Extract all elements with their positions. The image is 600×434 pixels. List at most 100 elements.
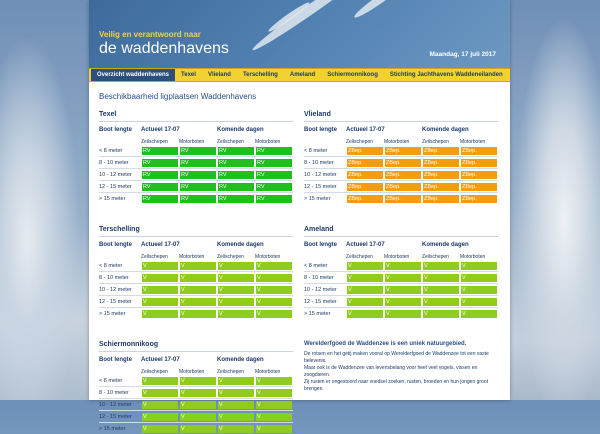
status-cell[interactable]: V bbox=[346, 308, 384, 320]
site-title[interactable]: de waddenhavens bbox=[99, 40, 229, 58]
status-cell[interactable]: V bbox=[255, 296, 293, 308]
status-cell[interactable]: V bbox=[255, 387, 293, 399]
nav-texel[interactable]: Texel bbox=[175, 69, 202, 81]
status-cell[interactable]: V bbox=[217, 411, 255, 423]
status-cell[interactable]: RV bbox=[141, 169, 179, 181]
nav-vlieland[interactable]: Vlieland bbox=[202, 69, 237, 81]
status-cell[interactable]: V bbox=[141, 296, 179, 308]
status-cell[interactable]: ZBep. bbox=[460, 145, 498, 157]
status-cell[interactable]: V bbox=[179, 272, 217, 284]
status-cell[interactable]: V bbox=[384, 308, 422, 320]
status-cell[interactable]: V bbox=[179, 296, 217, 308]
status-cell[interactable]: ZBep. bbox=[422, 193, 460, 205]
status-cell[interactable]: V bbox=[422, 284, 460, 296]
status-cell[interactable]: V bbox=[460, 272, 498, 284]
status-cell[interactable]: ZBep. bbox=[346, 193, 384, 205]
status-cell[interactable]: V bbox=[346, 260, 384, 272]
status-cell[interactable]: RV bbox=[179, 169, 217, 181]
status-cell[interactable]: ZBep. bbox=[460, 181, 498, 193]
status-cell[interactable]: V bbox=[346, 272, 384, 284]
status-cell[interactable]: V bbox=[422, 272, 460, 284]
status-cell[interactable]: V bbox=[141, 284, 179, 296]
status-cell[interactable]: ZBep. bbox=[422, 181, 460, 193]
status-cell[interactable]: V bbox=[422, 296, 460, 308]
status-cell[interactable]: V bbox=[179, 284, 217, 296]
status-cell[interactable]: RV bbox=[141, 181, 179, 193]
status-cell[interactable]: V bbox=[141, 308, 179, 320]
status-cell[interactable]: RV bbox=[255, 157, 293, 169]
status-cell[interactable]: V bbox=[255, 411, 293, 423]
status-cell[interactable]: V bbox=[460, 284, 498, 296]
status-cell[interactable]: V bbox=[384, 296, 422, 308]
status-cell[interactable]: V bbox=[255, 423, 293, 434]
status-cell[interactable]: RV bbox=[141, 145, 179, 157]
status-cell[interactable]: RV bbox=[217, 193, 255, 205]
status-cell[interactable]: V bbox=[346, 296, 384, 308]
status-cell[interactable]: RV bbox=[179, 157, 217, 169]
status-cell[interactable]: V bbox=[460, 308, 498, 320]
status-cell[interactable]: V bbox=[217, 308, 255, 320]
status-cell[interactable]: V bbox=[179, 411, 217, 423]
status-cell[interactable]: V bbox=[141, 399, 179, 411]
status-cell[interactable]: V bbox=[255, 272, 293, 284]
status-cell[interactable]: V bbox=[255, 375, 293, 387]
nav-overzicht[interactable]: Overzicht waddenhavens bbox=[91, 69, 175, 81]
status-cell[interactable]: V bbox=[384, 260, 422, 272]
status-cell[interactable]: ZBep. bbox=[384, 181, 422, 193]
status-cell[interactable]: ZBep. bbox=[346, 169, 384, 181]
nav-stichting[interactable]: Stichting Jachthavens Waddeneilanden bbox=[384, 69, 509, 81]
status-cell[interactable]: ZBep. bbox=[346, 181, 384, 193]
status-cell[interactable]: ZBep. bbox=[460, 193, 498, 205]
status-cell[interactable]: V bbox=[179, 308, 217, 320]
status-cell[interactable]: RV bbox=[217, 181, 255, 193]
status-cell[interactable]: RV bbox=[217, 157, 255, 169]
status-cell[interactable]: V bbox=[255, 284, 293, 296]
status-cell[interactable]: V bbox=[217, 423, 255, 434]
status-cell[interactable]: V bbox=[179, 260, 217, 272]
status-cell[interactable]: ZBep. bbox=[384, 145, 422, 157]
status-cell[interactable]: V bbox=[141, 387, 179, 399]
nav-terschelling[interactable]: Terschelling bbox=[237, 69, 284, 81]
status-cell[interactable]: ZBep. bbox=[384, 157, 422, 169]
status-cell[interactable]: V bbox=[141, 260, 179, 272]
status-cell[interactable]: RV bbox=[141, 193, 179, 205]
status-cell[interactable]: ZBep. bbox=[422, 157, 460, 169]
status-cell[interactable]: V bbox=[217, 387, 255, 399]
status-cell[interactable]: V bbox=[217, 296, 255, 308]
nav-ameland[interactable]: Ameland bbox=[284, 69, 321, 81]
status-cell[interactable]: RV bbox=[179, 193, 217, 205]
status-cell[interactable]: V bbox=[179, 387, 217, 399]
status-cell[interactable]: RV bbox=[255, 169, 293, 181]
status-cell[interactable]: ZBep. bbox=[384, 169, 422, 181]
status-cell[interactable]: V bbox=[141, 375, 179, 387]
status-cell[interactable]: V bbox=[217, 272, 255, 284]
status-cell[interactable]: RV bbox=[255, 193, 293, 205]
status-cell[interactable]: ZBep. bbox=[422, 169, 460, 181]
status-cell[interactable]: ZBep. bbox=[422, 145, 460, 157]
status-cell[interactable]: RV bbox=[179, 181, 217, 193]
status-cell[interactable]: ZBep. bbox=[460, 169, 498, 181]
status-cell[interactable]: RV bbox=[217, 169, 255, 181]
status-cell[interactable]: RV bbox=[141, 157, 179, 169]
status-cell[interactable]: V bbox=[422, 308, 460, 320]
status-cell[interactable]: V bbox=[255, 260, 293, 272]
status-cell[interactable]: V bbox=[217, 260, 255, 272]
status-cell[interactable]: V bbox=[255, 399, 293, 411]
status-cell[interactable]: V bbox=[179, 423, 217, 434]
status-cell[interactable]: RV bbox=[179, 145, 217, 157]
status-cell[interactable]: V bbox=[346, 284, 384, 296]
status-cell[interactable]: V bbox=[141, 272, 179, 284]
status-cell[interactable]: RV bbox=[217, 145, 255, 157]
status-cell[interactable]: ZBep. bbox=[346, 157, 384, 169]
status-cell[interactable]: V bbox=[384, 284, 422, 296]
status-cell[interactable]: V bbox=[217, 375, 255, 387]
status-cell[interactable]: V bbox=[141, 423, 179, 434]
status-cell[interactable]: V bbox=[217, 399, 255, 411]
status-cell[interactable]: V bbox=[179, 399, 217, 411]
status-cell[interactable]: V bbox=[384, 272, 422, 284]
status-cell[interactable]: V bbox=[422, 260, 460, 272]
status-cell[interactable]: V bbox=[217, 284, 255, 296]
nav-schiermonnikoog[interactable]: Schiermonnikoog bbox=[321, 69, 384, 81]
status-cell[interactable]: RV bbox=[255, 181, 293, 193]
status-cell[interactable]: V bbox=[255, 308, 293, 320]
